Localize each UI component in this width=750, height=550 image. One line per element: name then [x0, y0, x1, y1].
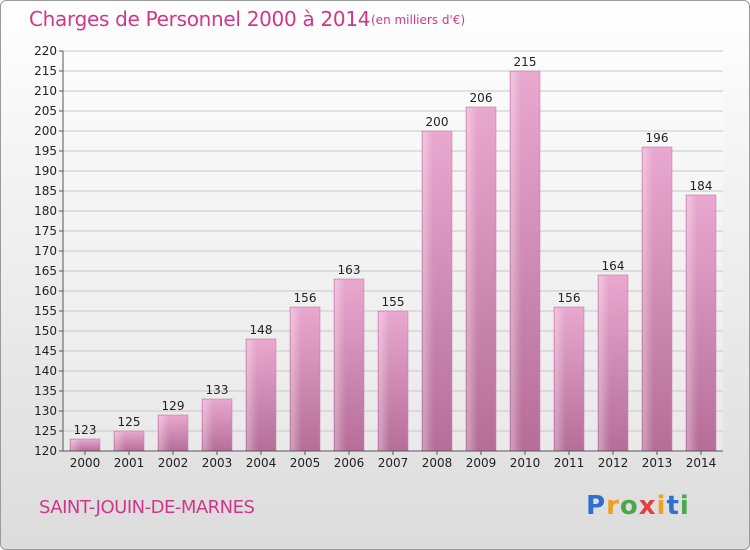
logo-letter: P	[586, 491, 607, 521]
bar-highlight	[115, 432, 126, 451]
x-tick-label: 2002	[158, 456, 189, 470]
value-label: 200	[426, 115, 449, 129]
logo-letter: r	[606, 491, 620, 521]
y-tick-label: 130	[34, 404, 57, 418]
bar-highlight	[467, 108, 478, 451]
bar-highlight	[335, 280, 346, 451]
x-tick-label: 2009	[466, 456, 497, 470]
bar-highlight	[511, 72, 522, 451]
x-tick-label: 2010	[510, 456, 541, 470]
bar-highlight	[291, 308, 302, 451]
y-tick-label: 120	[34, 444, 57, 458]
logo-letter: i	[679, 491, 690, 521]
bar-highlight	[71, 440, 82, 451]
bar-highlight	[379, 312, 390, 451]
x-tick-label: 2005	[290, 456, 321, 470]
x-tick-label: 2001	[114, 456, 145, 470]
bar-highlight	[555, 308, 566, 451]
bar-highlight	[599, 276, 610, 451]
proxiti-logo[interactable]: Proxiti	[586, 491, 690, 521]
y-tick-label: 170	[34, 244, 57, 258]
y-tick-label: 175	[34, 224, 57, 238]
value-label: 133	[206, 383, 229, 397]
y-tick-label: 150	[34, 324, 57, 338]
x-tick-label: 2013	[642, 456, 673, 470]
y-tick-label: 180	[34, 204, 57, 218]
value-label: 148	[250, 323, 273, 337]
logo-letter: i	[656, 491, 667, 521]
x-tick-label: 2008	[422, 456, 453, 470]
bar-highlight	[247, 340, 258, 451]
logo-letter: t	[666, 491, 680, 521]
unit-note: (en milliers d'€)	[371, 13, 466, 27]
y-tick-label: 200	[34, 124, 57, 138]
y-tick-label: 220	[34, 44, 57, 58]
y-tick-label: 135	[34, 384, 57, 398]
value-label: 164	[602, 259, 625, 273]
x-tick-label: 2007	[378, 456, 409, 470]
y-tick-label: 185	[34, 184, 57, 198]
y-tick-label: 195	[34, 144, 57, 158]
x-tick-label: 2004	[246, 456, 277, 470]
y-tick-label: 155	[34, 304, 57, 318]
y-tick-label: 145	[34, 344, 57, 358]
x-tick-label: 2006	[334, 456, 365, 470]
y-tick-label: 125	[34, 424, 57, 438]
chart-title: Charges de Personnel 2000 à 2014	[29, 7, 371, 31]
y-tick-label: 210	[34, 84, 57, 98]
y-tick-label: 165	[34, 264, 57, 278]
y-tick-label: 160	[34, 284, 57, 298]
value-label: 123	[74, 423, 97, 437]
y-tick-label: 215	[34, 64, 57, 78]
value-label: 215	[514, 55, 537, 69]
value-label: 129	[162, 399, 185, 413]
bar-highlight	[643, 148, 654, 451]
value-label: 125	[118, 415, 141, 429]
x-tick-label: 2014	[686, 456, 717, 470]
x-tick-label: 2003	[202, 456, 233, 470]
y-tick-label: 190	[34, 164, 57, 178]
value-label: 156	[558, 291, 581, 305]
x-tick-label: 2000	[70, 456, 101, 470]
bar-highlight	[687, 196, 698, 451]
logo-letter: o	[619, 491, 639, 521]
value-label: 196	[646, 131, 669, 145]
value-label: 184	[690, 179, 713, 193]
value-label: 156	[294, 291, 317, 305]
value-label: 163	[338, 263, 361, 277]
value-label: 155	[382, 295, 405, 309]
x-tick-label: 2012	[598, 456, 629, 470]
y-tick-label: 205	[34, 104, 57, 118]
commune-name: SAINT-JOUIN-DE-MARNES	[39, 497, 255, 518]
y-tick-label: 140	[34, 364, 57, 378]
bar-highlight	[203, 400, 214, 451]
bar-highlight	[159, 416, 170, 451]
logo-letter: x	[638, 491, 657, 521]
bar-highlight	[423, 132, 434, 451]
x-tick-label: 2011	[554, 456, 585, 470]
value-label: 206	[470, 91, 493, 105]
